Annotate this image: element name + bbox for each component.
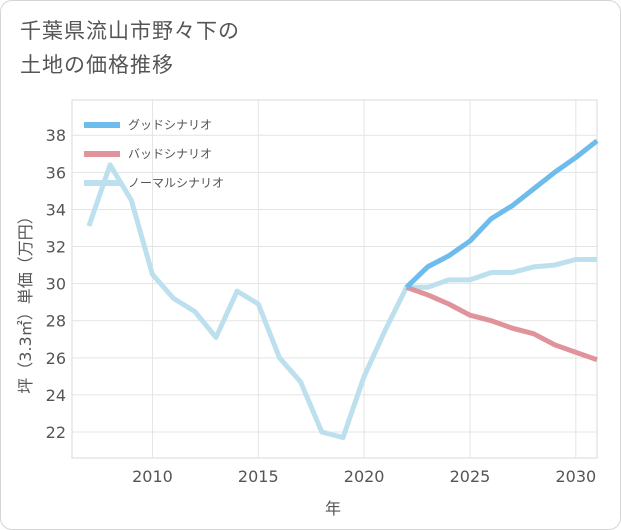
legend-label-1: バッドシナリオ <box>128 147 212 161</box>
legend-label-2: ノーマルシナリオ <box>128 176 224 190</box>
x-tick-label: 2010 <box>132 467 173 486</box>
x-tick-label: 2015 <box>238 467 279 486</box>
y-tick-label: 38 <box>46 126 66 145</box>
y-tick-label: 34 <box>46 200 66 219</box>
y-tick-label: 36 <box>46 163 66 182</box>
chart-title: 千葉県流山市野々下の 土地の価格推移 <box>20 14 420 82</box>
series-line-0 <box>404 138 599 290</box>
series-line-2 <box>86 162 597 441</box>
y-tick-label: 28 <box>46 312 66 331</box>
y-tick-label: 32 <box>46 238 66 257</box>
series-line-1 <box>405 284 598 363</box>
x-tick-label: 2025 <box>450 467 491 486</box>
y-tick-label: 30 <box>46 275 66 294</box>
y-tick-label: 24 <box>46 386 66 405</box>
x-axis-label: 年 <box>325 499 341 518</box>
chart-title-line2: 土地の価格推移 <box>20 53 174 77</box>
gridlines <box>72 100 597 458</box>
x-tick-label: 2030 <box>555 467 596 486</box>
chart-title-line1: 千葉県流山市野々下の <box>20 19 240 43</box>
legend-label-0: グッドシナリオ <box>128 118 212 132</box>
y-axis-label: 坪（3.3㎡）単価（万円） <box>16 208 35 393</box>
y-tick-label: 22 <box>46 423 66 442</box>
y-tick-label: 26 <box>46 349 66 368</box>
series-lines <box>86 138 599 441</box>
tick-labels: 22 24 26 28 30 32 34 36 38 2010 2015 2020 2025 2030 <box>46 126 597 486</box>
x-tick-label: 2020 <box>344 467 385 486</box>
